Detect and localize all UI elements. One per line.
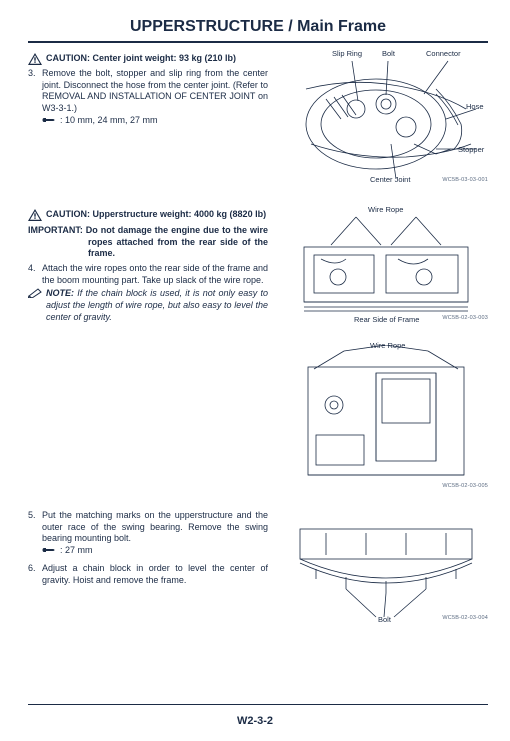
step-3-wrench: : 10 mm, 24 mm, 27 mm: [42, 115, 268, 125]
step-body: Remove the bolt, stopper and slip ring f…: [42, 68, 268, 115]
step-4: 4. Attach the wire ropes onto the rear s…: [28, 263, 268, 286]
caution-body: Center joint weight: 93 kg (210 lb): [93, 53, 237, 63]
caution-2: CAUTION: Upperstructure weight: 4000 kg …: [28, 209, 268, 221]
step-body: Put the matching marks on the upperstruc…: [42, 510, 268, 545]
fig1-code: WC5B-03-03-001: [442, 177, 488, 183]
fig1-label-centerjoint: Center Joint: [370, 175, 410, 184]
fig2-code: WC5B-02-03-003: [442, 315, 488, 321]
fig1-label-stopper: Stopper: [458, 145, 484, 154]
figure-1: Slip Ring Bolt Connector Hose Stopper Ce…: [286, 49, 486, 189]
figure-1-svg: [286, 49, 486, 189]
wrench-icon: [42, 546, 56, 554]
note-label: NOTE:: [46, 288, 74, 298]
step-5-wrench: : 27 mm: [42, 545, 268, 555]
fig4-label: Bolt: [378, 615, 391, 624]
figure-3-svg: [286, 345, 486, 495]
fig1-label-hose: Hose: [466, 102, 484, 111]
step-number: 3.: [28, 68, 38, 115]
step-number: 4.: [28, 263, 38, 286]
step-number: 6.: [28, 563, 38, 586]
fig3-code: WC5B-02-03-005: [442, 483, 488, 489]
step-3: 3. Remove the bolt, stopper and slip rin…: [28, 68, 268, 115]
fig2-label: Wire Rope: [368, 205, 403, 214]
title-row: UPPERSTRUCTURE / Main Frame: [28, 18, 488, 39]
wrench-sizes: : 10 mm, 24 mm, 27 mm: [60, 115, 158, 125]
figure-4: Bolt WC5B-02-03-004: [286, 519, 486, 629]
step-body: Adjust a chain block in order to level t…: [42, 563, 268, 586]
page-number: W2-3-2: [0, 715, 510, 727]
page-title: UPPERSTRUCTURE / Main Frame: [130, 18, 386, 39]
figure-2-svg: [286, 207, 486, 327]
step-5: 5. Put the matching marks on the upperst…: [28, 510, 268, 545]
note-body: If the chain block is used, it is not on…: [46, 288, 268, 321]
page-header: UPPERSTRUCTURE / Main Frame: [28, 18, 488, 43]
figure-3: Wire Rope WC5B-02-03-005: [286, 345, 486, 495]
footer-rule: [28, 704, 488, 705]
header-rule: [28, 41, 488, 43]
wrench-sizes: : 27 mm: [60, 545, 93, 555]
important-body: Do not damage the engine due to the wire…: [86, 225, 268, 258]
caution-prefix: CAUTION:: [46, 209, 90, 219]
block-caution2: CAUTION: Upperstructure weight: 4000 kg …: [28, 209, 268, 324]
step-number: 5.: [28, 510, 38, 545]
warning-icon: [28, 209, 42, 221]
figure-2: Wire Rope Rear Side of Frame WC5B-02-03-…: [286, 207, 486, 327]
important-note: IMPORTANT: Do not damage the engine due …: [28, 225, 268, 260]
wrench-icon: [42, 116, 56, 124]
fig3-label: Wire Rope: [370, 341, 405, 350]
caution-2-text: CAUTION: Upperstructure weight: 4000 kg …: [46, 209, 266, 220]
fig1-label-connector: Connector: [426, 49, 461, 58]
caution-1: CAUTION: Center joint weight: 93 kg (210…: [28, 53, 268, 65]
important-label: IMPORTANT:: [28, 225, 83, 235]
note: NOTE: If the chain block is used, it is …: [28, 288, 268, 323]
fig4-code: WC5B-02-03-004: [442, 615, 488, 621]
warning-icon: [28, 53, 42, 65]
note-icon: [28, 288, 42, 298]
fig1-label-slipring: Slip Ring: [332, 49, 362, 58]
caution-body: Upperstructure weight: 4000 kg (8820 lb): [93, 209, 267, 219]
block-caution1: CAUTION: Center joint weight: 93 kg (210…: [28, 53, 268, 125]
step-body: Attach the wire ropes onto the rear side…: [42, 263, 268, 286]
block-steps56: 5. Put the matching marks on the upperst…: [28, 507, 268, 586]
step-6: 6. Adjust a chain block in order to leve…: [28, 563, 268, 586]
caution-prefix: CAUTION:: [46, 53, 90, 63]
figure-4-svg: [286, 519, 486, 629]
fig1-label-bolt: Bolt: [382, 49, 395, 58]
page-content: CAUTION: Center joint weight: 93 kg (210…: [28, 49, 488, 689]
fig2-caption: Rear Side of Frame: [354, 315, 419, 324]
note-body-wrap: NOTE: If the chain block is used, it is …: [46, 288, 268, 323]
caution-1-text: CAUTION: Center joint weight: 93 kg (210…: [46, 53, 236, 64]
